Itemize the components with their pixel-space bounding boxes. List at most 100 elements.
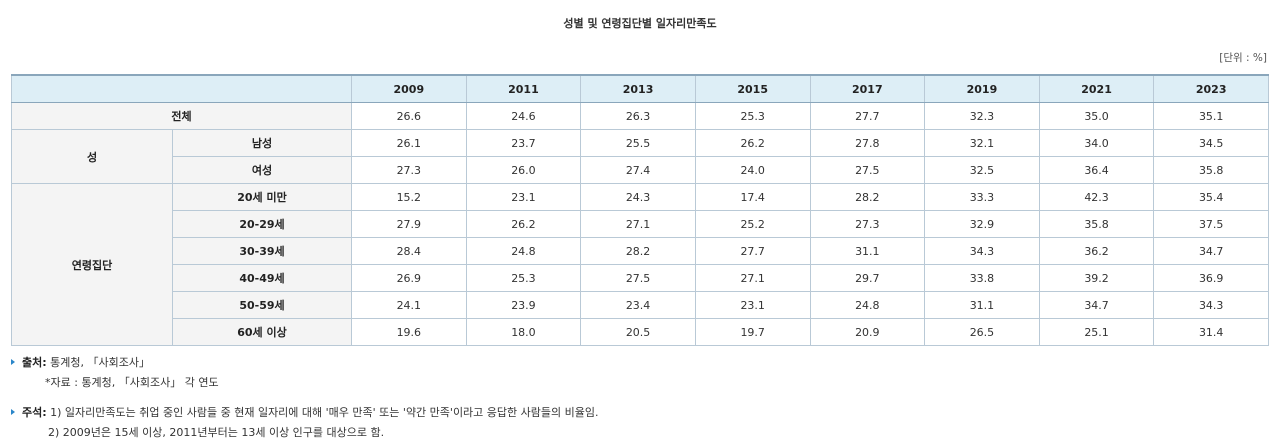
table-row: 40-49세 26.9 25.3 27.5 27.1 29.7 33.8 39.… (12, 264, 1269, 292)
table-row: 20-29세 27.9 26.2 27.1 25.2 27.3 32.9 35.… (12, 210, 1269, 238)
row-label-total: 전체 (11, 102, 352, 130)
note-line-1: 1) 일자리만족도는 취업 중인 사람들 중 현재 일자리에 대해 '매우 만족… (50, 406, 599, 419)
table-cell: 35.8 (1153, 156, 1269, 184)
table-cell: 36.4 (1038, 156, 1155, 184)
table-cell: 25.3 (694, 102, 811, 130)
table-cell: 24.3 (580, 183, 696, 211)
table-cell: 34.5 (1153, 129, 1269, 157)
table-cell: 20.9 (809, 318, 926, 346)
table-cell: 31.1 (809, 237, 926, 265)
table-cell: 32.5 (924, 156, 1040, 184)
table-cell: 35.8 (1038, 210, 1155, 238)
table-cell: 26.1 (351, 129, 467, 157)
table-cell: 15.2 (351, 183, 467, 211)
year-header: 2019 (924, 74, 1040, 103)
table-cell: 35.1 (1153, 102, 1269, 130)
table-cell: 27.5 (580, 264, 696, 292)
table-cell: 23.9 (465, 291, 582, 319)
table-cell: 32.1 (924, 129, 1040, 157)
table-cell: 27.1 (580, 210, 696, 238)
table-cell: 27.7 (694, 237, 811, 265)
source-sub: *자료 : 통계청, 「사회조사」 각 연도 (45, 376, 219, 389)
table-cell: 27.1 (694, 264, 811, 292)
table-cell: 34.0 (1038, 129, 1155, 157)
table-cell: 24.8 (465, 237, 582, 265)
table-cell: 23.4 (580, 291, 696, 319)
table-cell: 27.7 (809, 102, 926, 130)
table-cell: 28.2 (809, 183, 926, 211)
table-cell: 24.8 (809, 291, 926, 319)
table-cell: 18.0 (465, 318, 582, 346)
bullet-icon (11, 359, 15, 365)
table-cell: 23.1 (694, 291, 811, 319)
table-cell: 24.6 (465, 102, 582, 130)
table-cell: 27.8 (809, 129, 926, 157)
table-cell: 27.3 (351, 156, 467, 184)
table-cell: 27.4 (580, 156, 696, 184)
table-cell: 42.3 (1038, 183, 1155, 211)
table-row: 50-59세 24.1 23.9 23.4 23.1 24.8 31.1 34.… (12, 291, 1269, 319)
table-cell: 26.6 (351, 102, 467, 130)
bullet-icon (11, 409, 15, 415)
table-cell: 27.5 (809, 156, 926, 184)
table-cell: 25.3 (465, 264, 582, 292)
row-label: 20-29세 (172, 210, 352, 238)
table-cell: 17.4 (694, 183, 811, 211)
table-cell: 27.3 (809, 210, 926, 238)
row-label: 20세 미만 (172, 183, 352, 211)
table-cell: 23.1 (465, 183, 582, 211)
table-cell: 25.2 (694, 210, 811, 238)
table-row: 전체 26.6 24.6 26.3 25.3 27.7 32.3 35.0 35… (11, 102, 1269, 130)
table-cell: 35.0 (1038, 102, 1155, 130)
table-cell: 29.7 (809, 264, 926, 292)
source-section: 출처: 통계청, 「사회조사」 *자료 : 통계청, 「사회조사」 각 연도 (11, 353, 219, 393)
table-cell: 37.5 (1153, 210, 1269, 238)
row-label: 50-59세 (172, 291, 352, 319)
header-row: 2009 2011 2013 2015 2017 2019 2021 2023 (11, 74, 1269, 103)
year-header: 2021 (1038, 74, 1155, 103)
table-row: 60세 이상 19.6 18.0 20.5 19.7 20.9 26.5 25.… (12, 318, 1269, 346)
group-label-age: 연령집단 (11, 183, 173, 346)
table-cell: 32.9 (924, 210, 1040, 238)
table-row: 30-39세 28.4 24.8 28.2 27.7 31.1 34.3 36.… (12, 237, 1269, 265)
table-cell: 25.5 (580, 129, 696, 157)
table-cell: 25.1 (1038, 318, 1155, 346)
source-label: 출처: (22, 356, 47, 369)
table-cell: 28.2 (580, 237, 696, 265)
table-cell: 26.5 (924, 318, 1040, 346)
page-title: 성별 및 연령집단별 일자리만족도 (563, 17, 717, 30)
table-cell: 39.2 (1038, 264, 1155, 292)
row-label: 40-49세 (172, 264, 352, 292)
unit-label: [단위 : %] (1219, 52, 1267, 64)
data-table: 2009 2011 2013 2015 2017 2019 2021 2023 … (11, 74, 1269, 346)
row-label: 30-39세 (172, 237, 352, 265)
table-cell: 28.4 (351, 237, 467, 265)
table-cell: 34.7 (1153, 237, 1269, 265)
table-cell: 31.4 (1153, 318, 1269, 346)
table-cell: 36.9 (1153, 264, 1269, 292)
table-cell: 32.3 (924, 102, 1040, 130)
table-cell: 26.0 (465, 156, 582, 184)
table-cell: 33.3 (924, 183, 1040, 211)
table-cell: 34.3 (1153, 291, 1269, 319)
table-row: 여성 27.3 26.0 27.4 24.0 27.5 32.5 36.4 35… (12, 156, 1269, 184)
notes-section: 주석: 1) 일자리만족도는 취업 중인 사람들 중 현재 일자리에 대해 '매… (11, 403, 599, 443)
table-cell: 26.2 (465, 210, 582, 238)
table-cell: 33.8 (924, 264, 1040, 292)
year-header: 2011 (465, 74, 582, 103)
table-cell: 26.2 (694, 129, 811, 157)
note-line-2: 2) 2009년은 15세 이상, 2011년부터는 13세 이상 인구를 대상… (48, 426, 385, 439)
table-cell: 19.6 (351, 318, 467, 346)
table-cell: 26.9 (351, 264, 467, 292)
table-cell: 31.1 (924, 291, 1040, 319)
table-cell: 24.1 (351, 291, 467, 319)
table-row: 연령집단 20세 미만 15.2 23.1 24.3 17.4 28.2 33.… (11, 183, 1269, 346)
table-cell: 35.4 (1153, 183, 1269, 211)
group-label-sex: 성 (11, 129, 173, 184)
year-header: 2023 (1153, 74, 1269, 103)
table-cell: 19.7 (694, 318, 811, 346)
year-header: 2009 (351, 74, 467, 103)
notes-label: 주석: (22, 406, 47, 419)
row-label: 남성 (172, 129, 352, 157)
table-cell: 34.7 (1038, 291, 1155, 319)
